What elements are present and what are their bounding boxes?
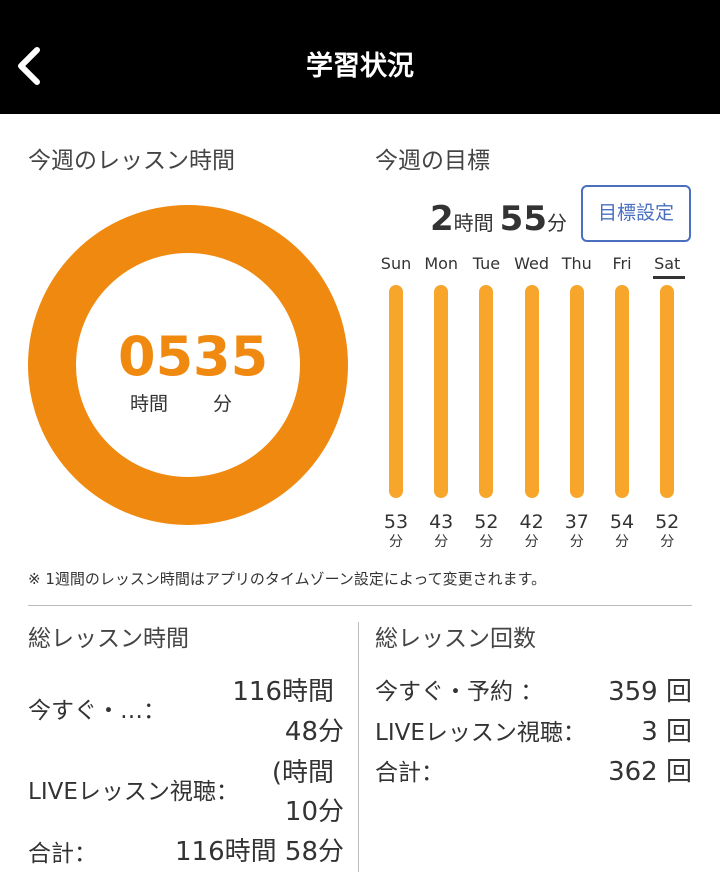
day-label-thu: Thu — [561, 254, 592, 273]
goal-minutes: 55 — [499, 199, 547, 239]
total-time-label: 総レッスン時間 — [28, 626, 189, 652]
total-time-live-hours: (時間 — [271, 758, 334, 788]
timezone-note: ※ 1週間のレッスン時間はアプリのタイムゾーン設定によって変更されます。 — [28, 570, 547, 588]
bar-thu — [569, 285, 584, 498]
bar-unit-fri: 分 — [615, 534, 629, 550]
bar-unit-sat: 分 — [660, 534, 675, 550]
total-time-live-label: LIVEレッスン視聴： — [28, 779, 239, 805]
bar-unit-sun: 分 — [389, 534, 403, 550]
set-goal-button[interactable]: 目標設定 — [581, 185, 691, 242]
bar-unit-mon: 分 — [434, 534, 449, 550]
bar-unit-tue: 分 — [479, 534, 494, 550]
column-divider — [358, 622, 359, 872]
bar-value-fri: 54 — [609, 511, 635, 533]
weekly-goal-value: 2時間 55分 — [430, 197, 573, 247]
total-count-now-label: 今すぐ・予約 ： — [375, 679, 544, 705]
weekly-lesson-label: 今週のレッスン時間 — [28, 148, 235, 174]
weekly-minutes-value: 35 — [193, 325, 269, 388]
bar-mon — [434, 285, 449, 498]
day-label-fri: Fri — [612, 254, 632, 273]
day-label-tue: Tue — [472, 254, 501, 273]
bar-value-tue: 52 — [474, 511, 499, 533]
goal-minutes-unit: 分 — [547, 211, 567, 235]
total-count-live-label: LIVEレッスン視聴： — [375, 720, 586, 746]
page-title: 学習状況 — [306, 51, 414, 82]
bar-value-wed: 42 — [519, 511, 544, 533]
total-count-sum-value: 362 回 — [608, 757, 692, 787]
total-count-label: 総レッスン回数 — [375, 626, 536, 652]
bar-value-mon: 43 — [429, 511, 454, 533]
total-time-now-hours: 116時間 — [232, 677, 334, 707]
total-count-now-value: 359 回 — [608, 677, 692, 707]
section-divider — [28, 605, 692, 606]
day-label-mon: Mon — [424, 254, 459, 273]
day-label-sat: Sat — [654, 254, 681, 273]
bar-sun — [389, 285, 403, 498]
day-label-wed: Wed — [514, 254, 550, 273]
day-label-sun: Sun — [380, 254, 412, 273]
total-count-sum-label: 合計： — [375, 760, 444, 786]
bar-unit-wed: 分 — [524, 534, 539, 550]
selected-day-underline — [653, 276, 685, 279]
weekly-hours-unit: 時間 — [130, 393, 169, 415]
goal-hours: 2 — [430, 199, 454, 239]
bar-fri — [615, 285, 629, 498]
bar-sat — [660, 285, 675, 498]
weekly-goal-label: 今週の目標 — [375, 148, 490, 174]
bar-unit-thu: 分 — [569, 534, 584, 550]
bar-wed — [524, 285, 539, 498]
total-time-now-label: 今すぐ・…： — [28, 698, 166, 724]
total-time-now-minutes: 48分 — [284, 717, 344, 747]
bar-value-thu: 37 — [564, 511, 589, 533]
total-time-live-minutes: 10分 — [284, 797, 344, 827]
weekly-minutes-unit: 分 — [213, 393, 233, 415]
bar-value-sun: 53 — [383, 511, 409, 533]
total-time-sum-label: 合計： — [28, 841, 97, 867]
bar-tue — [479, 285, 494, 498]
weekly-hours-value: 05 — [118, 325, 194, 388]
total-count-live-value: 3 回 — [641, 717, 692, 747]
app-header: 学習状況 — [0, 0, 720, 114]
bar-value-sat: 52 — [655, 511, 680, 533]
goal-hours-unit: 時間 — [453, 211, 494, 235]
total-time-sum-value: 116時間 58分 — [175, 837, 344, 867]
chevron-left-icon[interactable] — [8, 36, 52, 96]
